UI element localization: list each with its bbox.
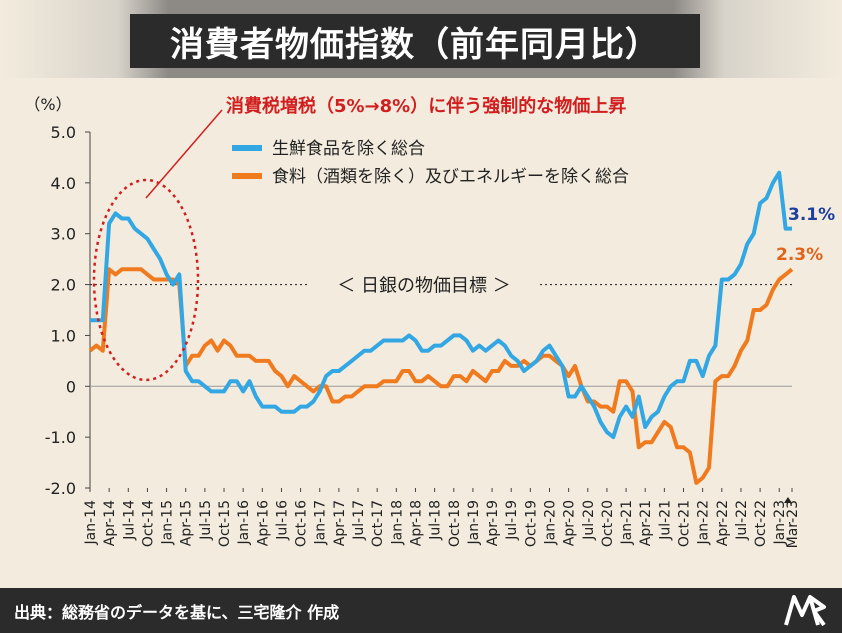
y-tick-label: -1.0: [45, 428, 76, 447]
x-tick-label: Jul-21: [657, 500, 673, 541]
x-tick-label: Jul-18: [428, 500, 444, 541]
annotation-pointer: [145, 109, 223, 199]
labels: ＜ 日銀の物価目標 ＞ 3.1% 2.3% 生鮮食品を除く総合食料（酒類を除く）及びエ…: [92, 95, 835, 382]
x-tick-label: Jul-19: [504, 500, 520, 541]
chart-title: 消費者物価指数（前年同月比）: [170, 24, 660, 65]
x-tick-label: Jul-14: [121, 500, 137, 541]
x-tick-label: Apr-21: [638, 500, 654, 546]
y-tick-label: 5.0: [51, 123, 76, 142]
x-tick-label: Oct-22: [753, 500, 769, 547]
brand-logo: [784, 595, 826, 627]
y-tick-label: 0: [66, 377, 76, 396]
series-line-core-core: [88, 267, 794, 485]
x-tick-label: Jan-17: [313, 500, 329, 545]
x-tick-label: Apr-19: [485, 500, 501, 546]
x-tick-label: Jul-22: [734, 500, 750, 541]
y-unit-label: （%）: [24, 95, 71, 114]
x-tick-label: Apr-16: [255, 500, 271, 546]
series-line-core: [90, 170, 792, 440]
x-tick-label: Apr-15: [179, 500, 195, 546]
x-tick-label: Jan-14: [83, 500, 99, 546]
series-layer: [88, 170, 794, 485]
x-tick-label: Jan-22: [696, 500, 712, 545]
x-tick-label: Mar-23: [785, 500, 801, 548]
x-tick-label: Jul-16: [274, 500, 290, 541]
x-tick-label: Oct-17: [370, 500, 386, 547]
axes: 5.04.03.02.01.00-1.0-2.0（%）Jan-14 Apr-14 J…: [24, 95, 801, 548]
annotation-ellipse: [92, 178, 200, 382]
x-tick-label: Apr-14: [102, 500, 118, 546]
x-tick-label: Jul-20: [581, 500, 597, 541]
x-tick-label: Oct-18: [447, 500, 463, 547]
x-tick-label: Jan-16: [236, 500, 252, 546]
x-tick-label: Jul-15: [198, 500, 214, 541]
x-tick-label: Oct-15: [217, 500, 233, 547]
annotation-text: 消費税増税（5%→8%）に伴う強制的な物価上昇: [226, 95, 626, 117]
target-label-bg: [310, 270, 538, 299]
y-tick-label: -2.0: [45, 479, 76, 498]
x-tick-label: Apr-20: [562, 500, 578, 546]
y-tick-label: 4.0: [51, 174, 76, 193]
x-tick-label: Oct-21: [677, 500, 693, 547]
x-tick-label: Apr-17: [332, 500, 348, 546]
x-tick-label: Jan-23: [772, 500, 788, 545]
logo-mark: [784, 595, 826, 627]
x-tick-label: Oct-16: [294, 500, 310, 547]
target-label: ＜ 日銀の物価目標 ＞: [337, 276, 510, 297]
legend-label: 生鮮食品を除く総合: [272, 139, 425, 159]
chart: 5.04.03.02.01.00-1.0-2.0（%）Jan-14 Apr-14 J…: [24, 95, 835, 548]
x-tick-label: Apr-18: [408, 500, 424, 546]
x-tick-label: Jan-15: [160, 500, 176, 545]
x-tick-label: Oct-14: [140, 500, 156, 547]
title-box: 消費者物価指数（前年同月比）: [130, 14, 700, 68]
x-tick-label: Jan-21: [619, 500, 635, 545]
end-label-series-2: 2.3%: [776, 245, 823, 265]
x-tick-label: Apr-22: [715, 500, 731, 546]
source-text: 出典：総務省のデータを基に、三宅隆介 作成: [14, 603, 340, 622]
x-tick-label: Jan-18: [389, 500, 405, 545]
x-tick-label: Jan-19: [466, 500, 482, 545]
y-tick-label: 3.0: [51, 225, 76, 244]
end-label-series-1: 3.1%: [788, 205, 835, 225]
title-bar: 消費者物価指数（前年同月比）: [0, 0, 842, 78]
x-tick-label: Jan-20: [542, 500, 558, 545]
y-tick-label: 2.0: [51, 276, 76, 295]
x-tick-label: Oct-19: [523, 500, 539, 547]
footer: 出典：総務省のデータを基に、三宅隆介 作成: [0, 588, 842, 633]
x-tick-label: Oct-20: [600, 500, 616, 547]
y-tick-label: 1.0: [51, 326, 76, 345]
end-marker: [784, 497, 792, 503]
x-tick-label: Jul-17: [351, 500, 367, 541]
legend-label: 食料（酒類を除く）及びエネルギーを除く総合: [272, 167, 629, 187]
